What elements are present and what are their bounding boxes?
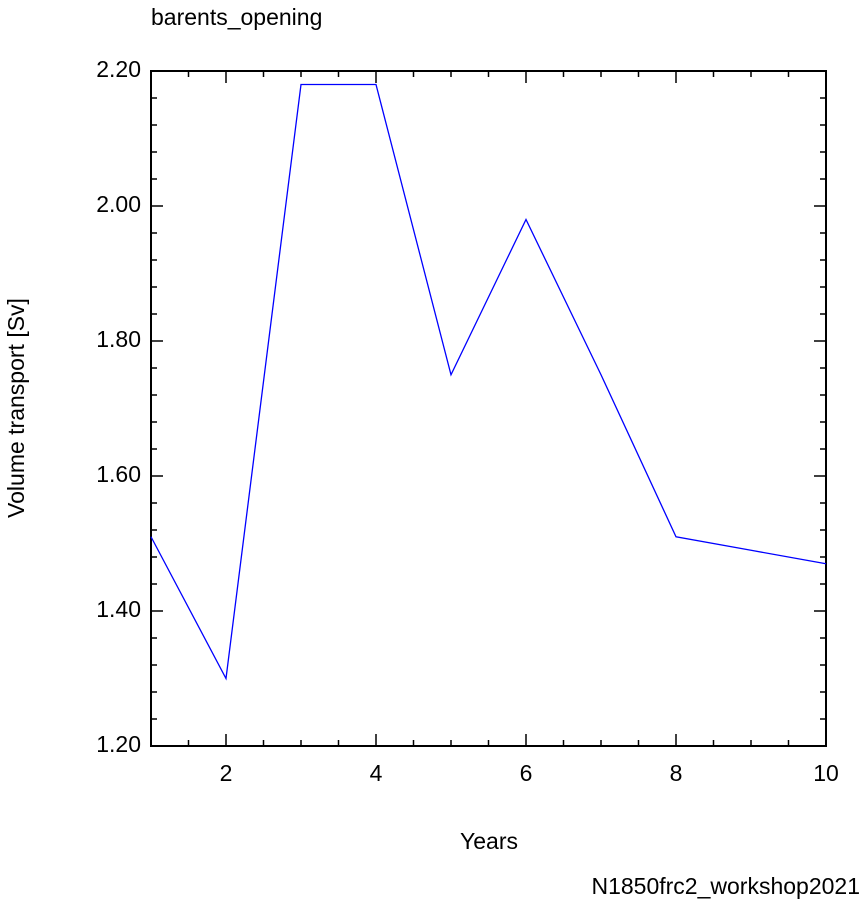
y-tick-label: 1.80 bbox=[96, 326, 141, 352]
x-tick-label: 6 bbox=[520, 760, 533, 786]
x-tick-label: 2 bbox=[220, 760, 233, 786]
y-axis-label: Volume transport [Sv] bbox=[3, 298, 29, 518]
x-tick-label: 10 bbox=[813, 760, 839, 786]
annotation: N1850frc2_workshop2021 bbox=[591, 873, 860, 899]
x-tick-label: 4 bbox=[370, 760, 383, 786]
x-tick-label: 8 bbox=[670, 760, 683, 786]
y-tick-label: 2.00 bbox=[96, 191, 141, 217]
x-axis-label: Years bbox=[460, 828, 518, 854]
y-tick-label: 1.40 bbox=[96, 596, 141, 622]
y-tick-label: 2.20 bbox=[96, 56, 141, 82]
y-tick-label: 1.20 bbox=[96, 731, 141, 757]
data-line bbox=[150, 83, 827, 681]
plot-frame bbox=[150, 70, 827, 747]
chart-title: barents_opening bbox=[151, 4, 322, 30]
y-tick-label: 1.60 bbox=[96, 461, 141, 487]
